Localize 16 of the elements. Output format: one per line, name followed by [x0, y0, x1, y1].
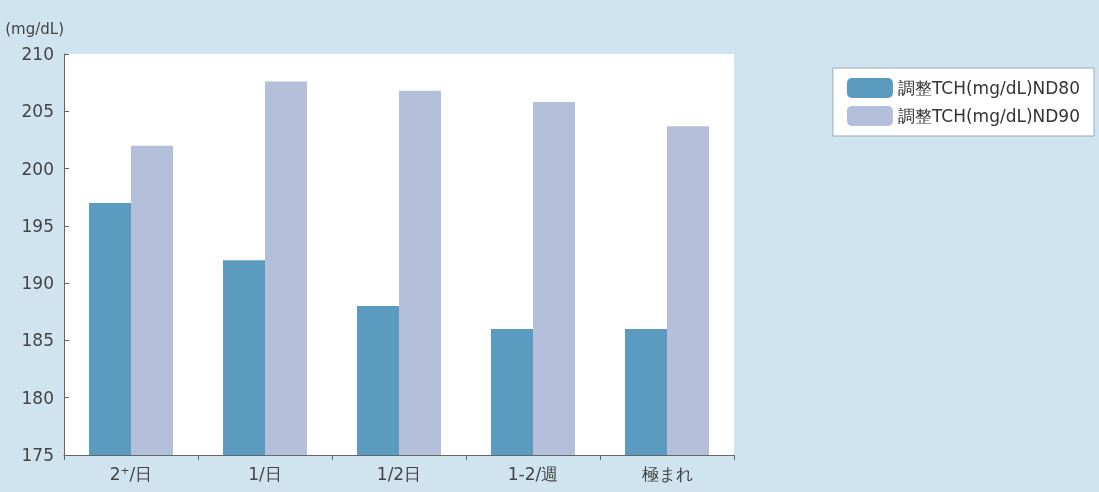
x-tick-label: 極まれ [641, 463, 693, 484]
legend-label: 調整TCH(mg/dL)ND80 [897, 78, 1081, 98]
y-tick-label: 180 [21, 387, 54, 408]
y-tick-label: 210 [21, 44, 54, 64]
x-tick-label: 1/日 [248, 463, 282, 484]
y-tick-label: 205 [21, 101, 54, 122]
x-tick-label: 1-2/週 [507, 463, 559, 484]
y-tick-label: 175 [21, 445, 54, 465]
y-axis-title: (mg/dL) [5, 19, 64, 38]
x-tick-label: 1/2日 [376, 463, 422, 484]
y-tick-label: 200 [21, 158, 54, 179]
y-tick-label: 190 [21, 273, 54, 294]
y-tick-label: 195 [21, 215, 54, 236]
legend-label: 調整TCH(mg/dL)ND90 [897, 106, 1081, 126]
y-tick-label: 185 [21, 330, 54, 351]
x-tick-label: 2⁺/日 [109, 463, 153, 484]
